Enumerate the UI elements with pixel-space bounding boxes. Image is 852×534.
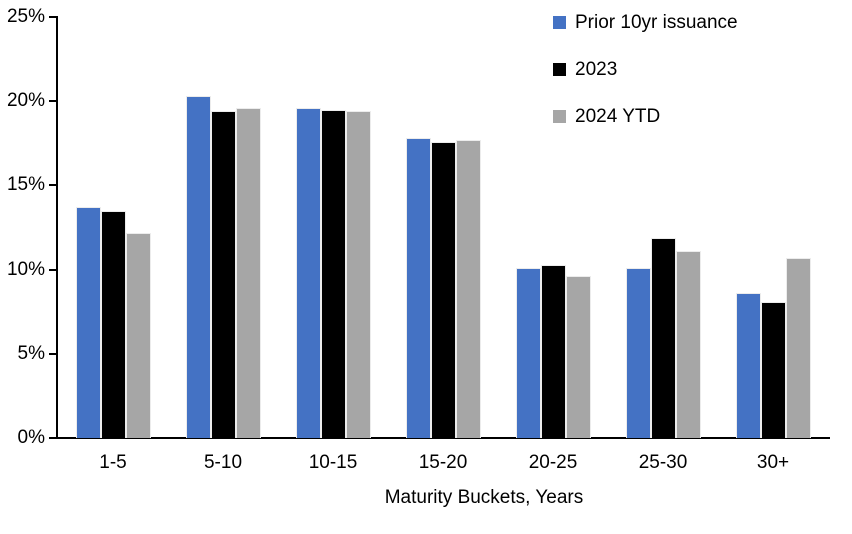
bar-group-30	[718, 17, 828, 438]
bar-group-25-30	[608, 17, 718, 438]
y-tick-mark	[49, 16, 56, 18]
bar-prior-10yr-issuance	[75, 207, 101, 438]
y-tick-mark	[49, 437, 56, 439]
legend-label-2024-ytd: 2024 YTD	[575, 106, 661, 127]
y-tick-label: 15%	[6, 174, 45, 196]
bar-2023	[540, 264, 566, 438]
bar-2023	[760, 301, 786, 438]
legend-marker-2024-ytd	[553, 110, 566, 123]
bar-prior-10yr-issuance	[515, 267, 541, 438]
y-axis-line	[56, 16, 58, 439]
y-tick-mark	[49, 352, 56, 355]
x-category-label: 20-25	[528, 452, 578, 473]
x-axis-title: Maturity Buckets, Years	[384, 487, 584, 508]
y-tick-label: 20%	[6, 90, 45, 112]
bar-2024-ytd	[345, 111, 371, 438]
bar-2023	[430, 141, 456, 438]
x-axis-category-labels: 1-5 5-10 10-15 15-20 20-25 25-30 30+	[58, 452, 828, 474]
bar-2024-ytd	[235, 107, 261, 438]
legend: Prior 10yr issuance 2023 2024 YTD	[553, 12, 738, 127]
bar-prior-10yr-issuance	[735, 293, 761, 438]
y-tick-label: 10%	[6, 258, 45, 280]
x-category-label: 1-5	[99, 452, 127, 473]
bar-2023	[100, 210, 126, 438]
y-tick-label: 5%	[17, 342, 45, 364]
plot-area	[58, 17, 828, 438]
bar-2024-ytd	[455, 139, 481, 438]
bar-group-5-10	[168, 17, 278, 438]
bar-2024-ytd	[785, 257, 811, 438]
legend-label-prior-10yr-issuance: Prior 10yr issuance	[575, 12, 738, 33]
x-category-label: 15-20	[418, 452, 468, 473]
bar-prior-10yr-issuance	[405, 138, 431, 438]
y-tick-label: 0%	[17, 427, 45, 448]
x-category-label: 5-10	[203, 452, 243, 473]
bar-2023	[320, 109, 346, 438]
x-category-label: 25-30	[638, 452, 688, 473]
bar-group-10-15	[278, 17, 388, 438]
bar-2024-ytd	[675, 251, 701, 438]
bar-prior-10yr-issuance	[185, 96, 211, 438]
legend-marker-prior-10yr-issuance	[553, 16, 566, 29]
y-tick-mark	[49, 268, 56, 271]
bar-prior-10yr-issuance	[625, 267, 651, 438]
bar-group-1-5	[58, 17, 168, 438]
y-tick-mark	[49, 184, 56, 187]
x-category-label: 30+	[756, 452, 790, 473]
legend-item-2023: 2023	[553, 59, 738, 80]
x-axis-line	[56, 437, 830, 439]
legend-item-prior-10yr-issuance: Prior 10yr issuance	[553, 12, 738, 33]
legend-label-2023: 2023	[575, 59, 618, 80]
x-category-label: 10-15	[308, 452, 358, 473]
bar-2023	[650, 237, 676, 438]
bar-group-20-25	[498, 17, 608, 438]
bar-prior-10yr-issuance	[295, 107, 321, 438]
bar-2024-ytd	[125, 232, 151, 438]
y-tick-label: 25%	[6, 6, 45, 27]
bar-2023	[210, 111, 236, 438]
bar-group-15-20	[388, 17, 498, 438]
legend-marker-2023	[553, 63, 566, 76]
y-tick-mark	[49, 100, 56, 103]
bar-2024-ytd	[565, 276, 591, 438]
legend-item-2024-ytd: 2024 YTD	[553, 106, 738, 127]
